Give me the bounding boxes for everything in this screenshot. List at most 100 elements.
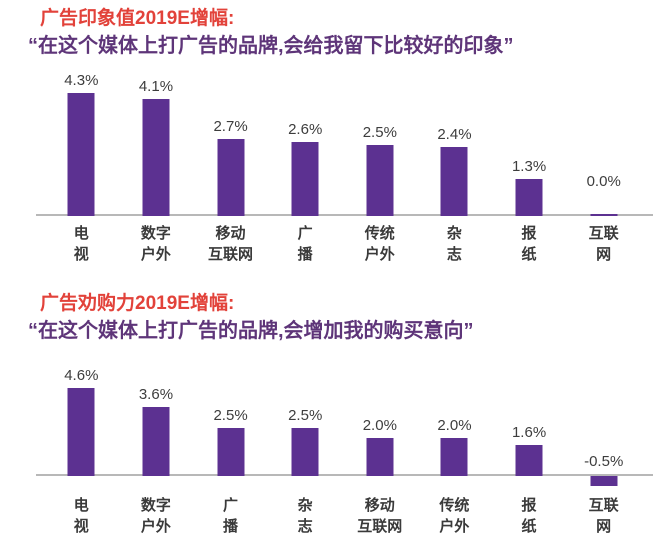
value-label: 4.1% [138,77,174,95]
bar-column: 0.0% [566,66,641,218]
bar [291,141,319,216]
value-label: 2.5% [213,407,248,425]
category-label-line: 播 [223,518,239,535]
category-label-line: 传统 [439,497,470,514]
category-label: 广播 [193,495,268,537]
category-label: 数字 户外 [119,495,194,537]
bar-column: 4.6% [44,361,119,490]
bar [440,437,468,476]
bar-column: 4.3% [44,66,119,218]
category-label: 移动 互联网 [193,223,268,265]
impression-chart-subtitle: “在这个媒体上打广告的品牌,会给我留下比较好的印象” [28,35,514,57]
bar-column: 2.6% [268,66,343,218]
value-label: 1.3% [511,157,547,175]
bar-column: 3.6% [119,361,194,490]
category-label-line: 电 [73,225,89,242]
category-label: 电视 [44,495,119,537]
x-axis-line [36,214,653,216]
bar-column: 2.5% [193,361,268,490]
x-axis-line [36,474,653,476]
bar-column: 2.5% [343,66,418,218]
impression-bar-plot: 4.3% 4.1% 2.7% 2.6% 2.5% 2.4% 1.3% 0.0% [36,66,653,218]
category-label: 数字 户外 [119,223,194,265]
category-label-line: 互联网 [357,518,403,535]
category-label: 互联网 [566,495,641,537]
category-label-line: 视 [73,246,89,263]
category-label-line: 传统 [364,225,395,242]
category-label-line: 杂 [297,497,313,514]
bar-column: 2.7% [193,66,268,218]
category-label-line: 互联网 [208,246,254,263]
category-label: 报纸 [492,495,567,537]
bar [67,93,95,216]
impression-chart-section: 广告印象值2019E增幅: “在这个媒体上打广告的品牌,会给我留下比较好的印象”… [0,0,659,265]
persuasion-chart-subtitle: “在这个媒体上打广告的品牌,会增加我的购买意向” [28,320,474,342]
category-label: 报纸 [492,223,567,265]
bar-column: 1.3% [492,66,567,218]
value-label: 0.0% [586,173,621,190]
bar-column: 2.5% [268,361,343,490]
bar [366,144,394,216]
impression-chart-title: 广告印象值2019E增幅: [40,8,235,29]
category-label: 杂志 [268,495,343,537]
value-label: 2.4% [437,126,472,144]
category-label-line: 数字 [140,497,171,514]
bar [590,214,618,216]
category-label-line: 户外 [439,518,470,535]
category-label: 互联网 [566,223,641,265]
category-label-line: 报 [521,497,537,514]
category-label-line: 户外 [140,246,171,263]
bar-column: 2.0% [417,361,492,490]
category-label-line: 视 [73,518,89,535]
value-label: 2.0% [362,416,397,434]
value-label: -0.5% [584,453,624,470]
category-label-line: 纸 [521,246,537,263]
bar [515,445,543,476]
bar [142,98,170,216]
category-label: 电视 [44,223,119,265]
bar-column: 4.1% [119,66,194,218]
category-label: 广播 [268,223,343,265]
value-label: 1.6% [511,424,547,442]
category-label-line: 数字 [140,225,171,242]
bar [590,476,618,486]
bar-column: 1.6% [492,361,567,490]
category-label-line: 电 [73,497,89,514]
value-label: 2.6% [288,120,323,138]
persuasion-category-axis: 电视数字 户外广播杂志移动 互联网 传统 户外报纸互联网 [44,495,641,537]
bar [142,407,170,476]
bar [217,428,245,476]
bar [515,178,543,216]
category-label-line: 互联 [588,497,619,514]
category-label-line: 广 [223,497,239,514]
bar [440,147,468,216]
category-label: 传统 户外 [417,495,492,537]
category-label-line: 播 [297,246,313,263]
bar [291,428,319,476]
category-label-line: 移动 [215,225,246,242]
category-label: 传统 户外 [343,223,418,265]
value-label: 4.3% [64,72,99,90]
impression-category-axis: 电视数字 户外 移动 互联网广播传统 户外杂志报纸互联网 [44,223,641,265]
category-label-line: 网 [596,518,612,535]
category-label-line: 报 [521,225,537,242]
category-label-line: 移动 [364,497,395,514]
persuasion-bar-plot: 4.6% 3.6% 2.5% 2.5% 2.0% 2.0% 1.6% -0.5% [36,361,653,490]
category-label-line: 志 [446,246,462,263]
category-label-line: 网 [596,246,612,263]
category-label-line: 纸 [521,518,537,535]
category-label-line: 广 [297,225,313,242]
value-label: 3.6% [138,386,174,404]
category-label: 移动 互联网 [343,495,418,537]
persuasion-chart-section: 广告劝购力2019E增幅: “在这个媒体上打广告的品牌,会增加我的购买意向” 4… [0,265,659,537]
value-label: 2.0% [437,416,472,434]
value-label: 2.5% [288,407,323,425]
category-label: 杂志 [417,223,492,265]
bar [217,138,245,216]
category-label-line: 互联 [588,225,619,242]
category-label-line: 杂 [446,225,462,242]
bar-column: 2.4% [417,66,492,218]
category-label-line: 户外 [364,246,395,263]
category-label-line: 户外 [140,518,171,535]
category-label-line: 志 [297,518,313,535]
